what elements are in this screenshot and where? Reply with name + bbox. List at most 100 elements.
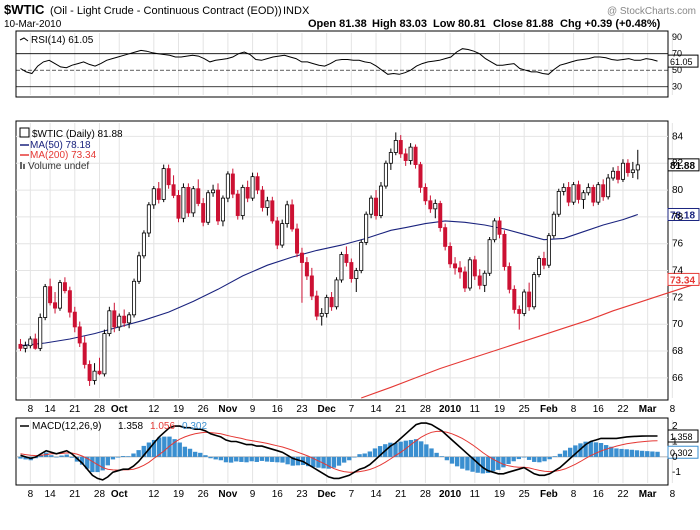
price-date-label: 26 [198, 404, 210, 415]
macd-histogram-bar [532, 456, 537, 462]
macd-histogram-bar [655, 451, 660, 457]
candle-up [181, 186, 186, 219]
macd-histogram-bar [234, 456, 239, 462]
candle-up [43, 286, 48, 318]
candle-up [522, 291, 527, 314]
price-date-label: 12 [148, 404, 160, 415]
price-date-label: Feb [540, 404, 558, 415]
candle-up [324, 296, 329, 314]
macd-histogram-bar [598, 443, 604, 457]
candle-down [33, 338, 38, 349]
price-date-label: 9 [250, 404, 256, 415]
macd-date-label: 21 [395, 489, 407, 500]
macd-histogram-bar [501, 456, 506, 468]
macd-histogram-bar [603, 445, 609, 457]
macd-date-label: Oct [111, 489, 128, 500]
rsi-tick-label: 90 [672, 32, 682, 42]
macd-histogram-bar [172, 439, 177, 457]
candle-up [388, 152, 393, 164]
chart-date: 10-Mar-2010 [4, 19, 62, 30]
macd-tick-label: 1 [672, 437, 678, 448]
quote-low: Low 80.81 [433, 18, 486, 30]
macd-date-label: Dec [317, 489, 336, 500]
macd-histogram-bar [537, 456, 542, 463]
candle-down [541, 258, 546, 266]
price-date-label: 2010 [439, 404, 462, 415]
macd-histogram-bar [131, 453, 136, 457]
price-date-label: 19 [173, 404, 185, 415]
rsi-tick-label: 70 [672, 49, 682, 59]
price-date-label: 21 [69, 404, 81, 415]
candle-up [92, 370, 97, 381]
candle-up [132, 280, 137, 316]
macd-date-label: 19 [173, 489, 185, 500]
macd-histogram-bar [141, 445, 146, 457]
symbol-description: (Oil - Light Crude - Continuous Contract… [50, 5, 282, 17]
candle-up [206, 192, 211, 223]
macd-histogram-bar [187, 448, 193, 457]
price-tick-label: 70 [672, 319, 684, 330]
macd-histogram-bar [331, 456, 337, 468]
candle-down [176, 195, 181, 219]
macd-date-label: 8 [28, 489, 34, 500]
candle-down [67, 290, 72, 313]
macd-date-label: 9 [250, 489, 256, 500]
macd-histogram-bar [496, 456, 501, 470]
candle-down [512, 288, 517, 310]
candle-down [438, 203, 443, 229]
price-tick-label: 68 [672, 346, 684, 357]
macd-histogram-bar [18, 456, 23, 459]
macd-histogram-bar [521, 456, 527, 458]
candle-up [220, 197, 225, 222]
candle-up [211, 189, 216, 194]
price-date-label: 14 [370, 404, 382, 415]
candle-down [423, 186, 428, 202]
candle-down [53, 302, 58, 309]
ma200-badge-label: 73.34 [670, 275, 695, 286]
last-price-badge [667, 158, 700, 172]
macd-histogram-bar [264, 456, 270, 462]
macd-date-label: 12 [148, 489, 160, 500]
macd-histogram-bar [347, 456, 352, 461]
macd-histogram-bar [126, 456, 131, 457]
macd-histogram-bar [110, 456, 116, 460]
ma200-legend-label: MA(200) 73.34 [30, 150, 97, 161]
candle-up [127, 314, 132, 324]
candle-down [428, 200, 433, 210]
macd-histogram-bar [629, 449, 635, 457]
candle-down [166, 168, 171, 186]
macd-histogram-bar [562, 450, 568, 457]
price-date-label: 16 [593, 404, 605, 415]
price-date-label: 25 [519, 404, 531, 415]
macd-histogram-bar [285, 456, 290, 465]
macd-histogram-bar [38, 455, 44, 457]
macd-line [20, 422, 658, 481]
macd-histogram-bar [434, 452, 439, 457]
rsi-line [20, 48, 658, 75]
macd-histogram-bar [218, 456, 224, 461]
candle-down [171, 184, 176, 196]
macd-histogram-bar [511, 456, 516, 462]
price-date-label: 28 [420, 404, 432, 415]
candle-up [250, 176, 255, 199]
ma200-line [361, 282, 700, 399]
macd-legend-label: MACD(12,26,9) [32, 421, 101, 432]
candle-down [527, 291, 532, 308]
candle-up [630, 169, 635, 174]
macd-histogram-bar [321, 456, 326, 469]
candle-down [497, 220, 502, 235]
candle-down [314, 295, 319, 317]
candle-up [383, 162, 388, 187]
quote-high: High 83.03 [372, 18, 427, 30]
candle-down [457, 267, 462, 273]
candle-up [467, 259, 472, 289]
macd-histogram-bar [557, 453, 563, 457]
candle-down [216, 189, 221, 222]
macd-histogram-bar [105, 456, 110, 466]
macd-histogram-bar [588, 441, 593, 457]
macd-histogram-bar [413, 439, 419, 457]
price-date-label: 11 [470, 404, 481, 415]
price-date-label: Dec [317, 404, 336, 415]
macd-histogram-bar [372, 448, 378, 457]
macd-date-label: 14 [370, 489, 382, 500]
